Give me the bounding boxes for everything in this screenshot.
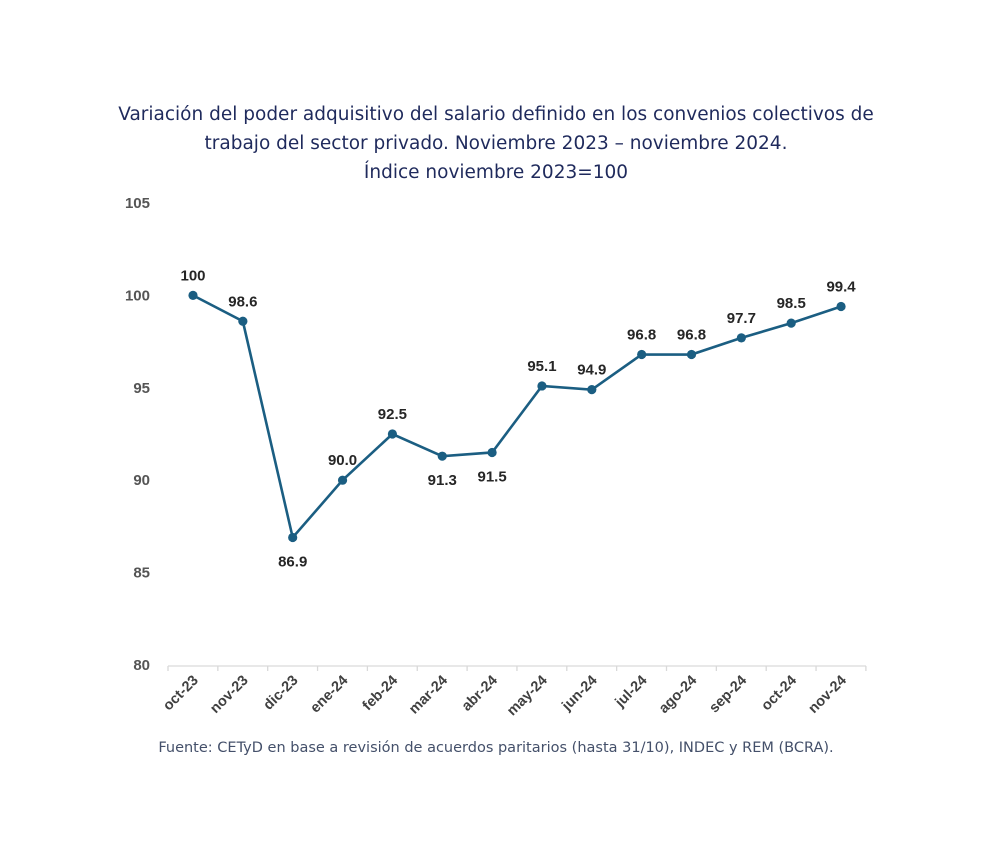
data-label: 92.5 <box>378 406 407 423</box>
x-tick-label: ago-24 <box>656 673 700 717</box>
chart-title: Variación del poder adquisitivo del sala… <box>0 100 992 187</box>
y-tick-label: 80 <box>133 657 150 674</box>
data-label: 98.6 <box>228 293 257 310</box>
data-label: 94.9 <box>577 362 606 379</box>
data-point <box>188 290 198 300</box>
data-point <box>387 429 397 439</box>
x-tick-label: nov-23 <box>207 673 251 717</box>
data-label: 95.1 <box>527 358 556 375</box>
x-tick-label: mar-24 <box>406 673 451 718</box>
data-point <box>238 316 248 326</box>
x-tick-label: nov-24 <box>806 673 850 717</box>
x-tick-label: feb-24 <box>360 673 402 715</box>
title-line-3: Índice noviembre 2023=100 <box>363 162 629 183</box>
data-label: 91.5 <box>477 468 506 485</box>
x-tick-label: jun-24 <box>558 673 600 715</box>
data-label: 86.9 <box>278 553 307 570</box>
data-point <box>337 475 348 485</box>
data-point <box>537 381 547 391</box>
data-point <box>288 532 298 543</box>
x-tick-label: dic-23 <box>261 673 302 714</box>
data-point <box>587 385 597 395</box>
x-tick-label: may-24 <box>504 673 551 720</box>
data-label: 100 <box>180 267 205 284</box>
data-label: 96.8 <box>627 327 656 344</box>
x-tick-label: jul-24 <box>612 673 651 712</box>
data-point <box>736 333 746 343</box>
data-label: 96.8 <box>677 327 706 344</box>
y-tick-label: 100 <box>125 287 150 304</box>
x-tick-label: ene-24 <box>308 673 352 717</box>
data-point <box>686 349 697 360</box>
data-label: 90.0 <box>328 452 357 469</box>
data-point <box>437 451 447 461</box>
data-point <box>487 447 497 458</box>
y-tick-label: 95 <box>133 380 150 397</box>
x-tick-label: oct-24 <box>759 673 801 715</box>
y-tick-label: 85 <box>133 565 150 582</box>
data-point <box>836 301 846 312</box>
data-label: 97.7 <box>727 310 756 327</box>
y-tick-label: 90 <box>133 472 150 489</box>
x-tick-label: sep-24 <box>706 673 750 717</box>
data-label: 99.4 <box>826 278 856 295</box>
source-note: Fuente: CETyD en base a revisión de acue… <box>158 740 834 756</box>
data-point <box>637 349 647 360</box>
data-label: 98.5 <box>777 295 806 312</box>
x-tick-label: oct-23 <box>160 673 202 715</box>
y-tick-label: 105 <box>125 195 150 212</box>
series-line <box>192 294 842 541</box>
data-point <box>786 318 796 328</box>
title-line-1: Variación del poder adquisitivo del sala… <box>118 104 874 125</box>
title-line-2: trabajo del sector privado. Noviembre 20… <box>204 133 788 154</box>
x-tick-label: abr-24 <box>459 673 501 715</box>
data-label: 91.3 <box>428 472 457 489</box>
